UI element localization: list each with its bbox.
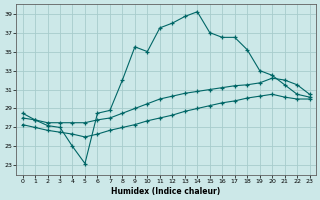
X-axis label: Humidex (Indice chaleur): Humidex (Indice chaleur) <box>111 187 221 196</box>
